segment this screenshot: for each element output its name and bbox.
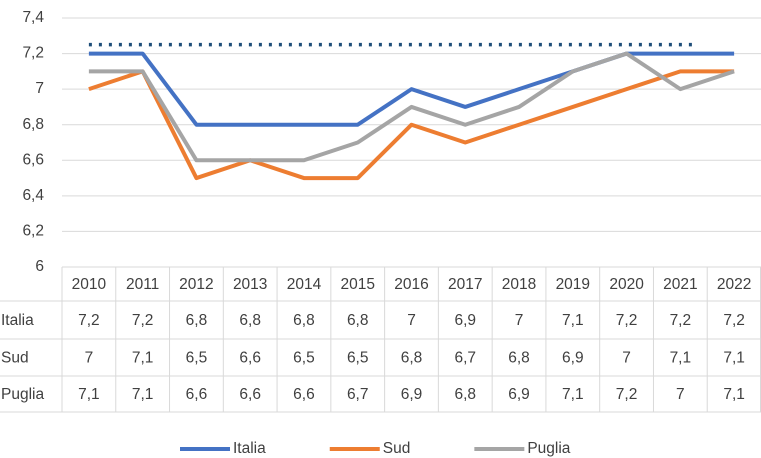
table-cell: 7,2	[132, 312, 154, 329]
table-cell: 6,9	[508, 386, 530, 403]
x-tick-label: 2013	[233, 276, 267, 293]
y-tick-label: 6,8	[22, 116, 44, 133]
table-cell: 7	[622, 350, 631, 367]
x-tick-label: 2017	[448, 276, 482, 293]
x-tick-label: 2018	[502, 276, 536, 293]
table-cell: 6,7	[347, 386, 369, 403]
x-tick-label: 2015	[340, 276, 374, 293]
x-tick-label: 2011	[126, 276, 159, 293]
table-row-label: Italia	[1, 312, 34, 329]
table-cell: 6,9	[562, 350, 584, 367]
table-cell: 6,8	[401, 350, 423, 367]
table-cell: 6,9	[454, 312, 476, 329]
table-cell: 6,8	[508, 350, 530, 367]
legend-label: Italia	[233, 440, 266, 457]
table-cell: 7,1	[78, 386, 100, 403]
series-line	[88, 69, 735, 181]
table-cell: 7	[407, 312, 416, 329]
x-tick-label: 2021	[663, 276, 697, 293]
series-line	[88, 51, 735, 163]
table-cell: 7	[85, 350, 94, 367]
x-tick-label: 2014	[287, 276, 322, 293]
table-cell: 6,8	[293, 312, 315, 329]
table-cell: 7,1	[132, 386, 154, 403]
table-cell: 6,8	[239, 312, 261, 329]
table-cell: 7,1	[723, 350, 745, 367]
table-cell: 6,8	[347, 312, 369, 329]
table-cell: 7,1	[562, 386, 584, 403]
y-tick-label: 6,4	[22, 187, 44, 204]
table-cell: 6,5	[186, 350, 208, 367]
legend-label: Sud	[383, 440, 411, 457]
table-cell: 7,1	[723, 386, 745, 403]
table-cell: 6,8	[454, 386, 476, 403]
table-cell: 6,6	[186, 386, 208, 403]
table-cell: 7	[515, 312, 524, 329]
table-cell: 7,2	[616, 312, 638, 329]
x-tick-label: 2020	[609, 276, 644, 293]
table-cell: 7,2	[78, 312, 100, 329]
table-cell: 6,5	[293, 350, 315, 367]
table-cell: 7,1	[670, 350, 692, 367]
x-tick-label: 2016	[394, 276, 428, 293]
y-tick-label: 6	[35, 258, 44, 275]
y-tick-label: 7,4	[22, 9, 44, 26]
table-cell: 7,1	[562, 312, 584, 329]
x-tick-label: 2019	[556, 276, 590, 293]
table-cell: 6,7	[454, 350, 476, 367]
y-tick-label: 7	[35, 80, 44, 97]
table-row-label: Sud	[1, 350, 29, 367]
legend-label: Puglia	[527, 440, 570, 457]
table-cell: 6,6	[239, 386, 261, 403]
table-cell: 7	[676, 386, 685, 403]
y-tick-label: 6,2	[22, 223, 44, 240]
x-tick-label: 2022	[717, 276, 751, 293]
table-cell: 6,9	[401, 386, 423, 403]
table-row-label: Puglia	[1, 386, 44, 403]
y-tick-label: 6,6	[22, 151, 44, 168]
table-cell: 7,1	[132, 350, 154, 367]
table-cell: 6,6	[293, 386, 315, 403]
x-tick-label: 2010	[72, 276, 107, 293]
table-cell: 7,2	[723, 312, 745, 329]
table-cell: 7,2	[670, 312, 692, 329]
x-tick-label: 2012	[179, 276, 213, 293]
table-cell: 7,2	[616, 386, 638, 403]
table-cell: 6,5	[347, 350, 369, 367]
table-cell: 6,8	[186, 312, 208, 329]
table-cell: 6,6	[239, 350, 261, 367]
y-tick-label: 7,2	[22, 45, 44, 62]
